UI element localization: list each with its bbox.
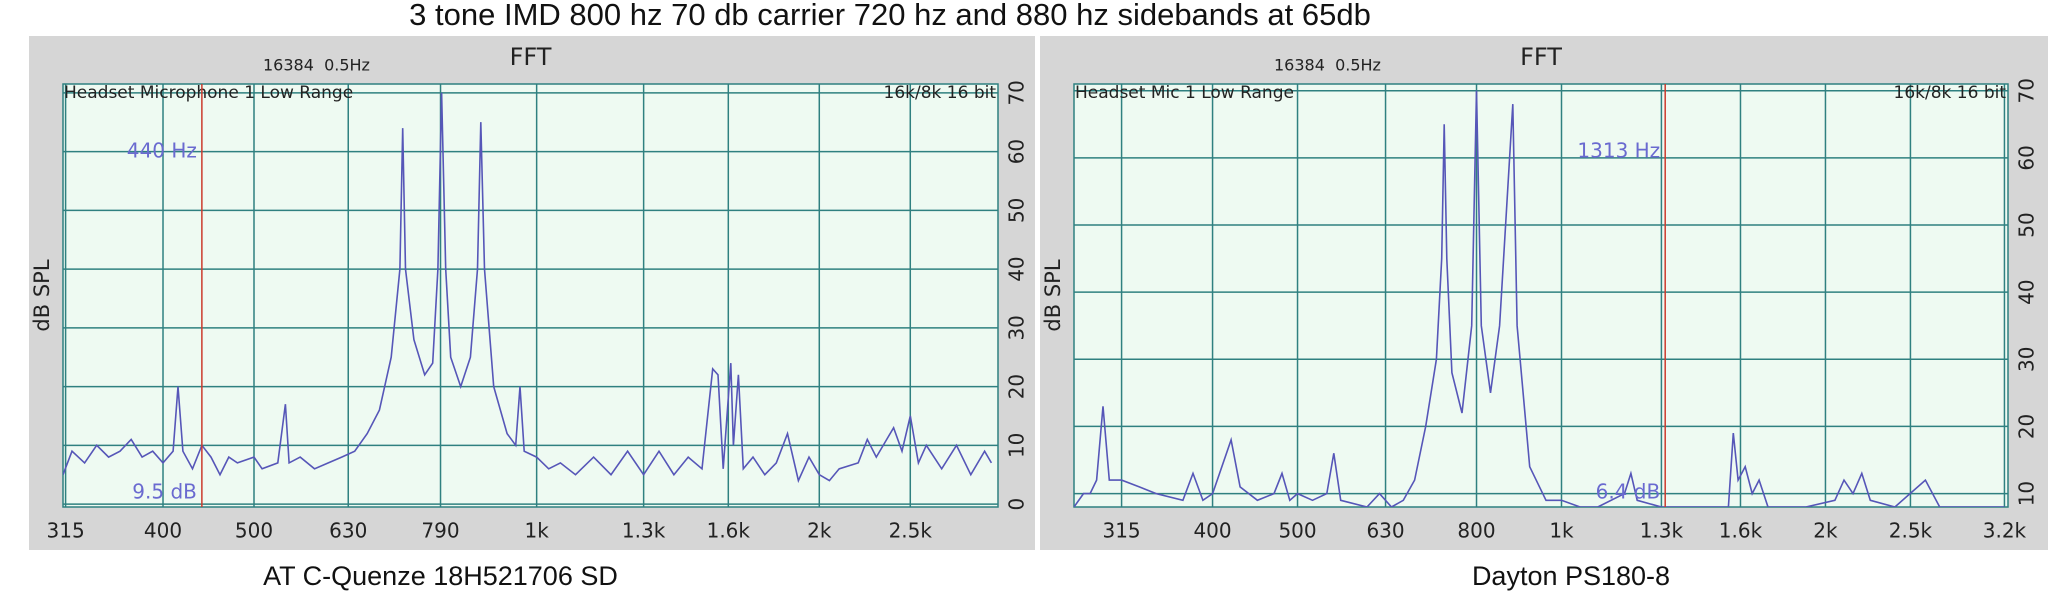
y-tick-label: 40	[2015, 279, 2039, 304]
y-tick-label: 50	[2015, 212, 2039, 237]
chart-title: FFT	[1520, 43, 1562, 71]
x-tick-label: 630	[1366, 519, 1404, 543]
x-tick-label: 1k	[1549, 519, 1574, 543]
y-tick-label: 60	[2015, 145, 2039, 170]
y-tick-label: 0	[1005, 498, 1029, 511]
x-tick-label: 1.3k	[1640, 519, 1684, 543]
x-tick-label: 2k	[1813, 519, 1838, 543]
cursor-readout: 6.4 dB	[1596, 480, 1661, 504]
y-tick-label: 70	[2015, 78, 2039, 103]
x-tick-label: 1k	[524, 519, 549, 543]
header-right: 16k/8k 16 bit	[1894, 83, 2007, 103]
y-tick-label: 20	[2015, 414, 2039, 439]
x-tick-label: 315	[47, 519, 85, 543]
x-tick-label: 800	[1457, 519, 1495, 543]
x-tick-label: 2.5k	[889, 519, 933, 543]
chart-caption: Dayton PS180-8	[1472, 561, 1670, 591]
y-axis-label: dB SPL	[1041, 259, 1065, 331]
x-tick-label: 500	[235, 519, 273, 543]
x-tick-label: 315	[1102, 519, 1140, 543]
x-tick-label: 790	[421, 519, 459, 543]
y-tick-label: 10	[2015, 481, 2039, 506]
x-tick-label: 1.3k	[622, 519, 666, 543]
y-tick-label: 60	[1005, 139, 1029, 164]
x-tick-label: 400	[144, 519, 182, 543]
page-title: 3 tone IMD 800 hz 70 db carrier 720 hz a…	[409, 0, 1371, 32]
y-tick-label: 40	[1005, 256, 1029, 281]
x-tick-label: 2k	[807, 519, 832, 543]
chart-title: FFT	[510, 43, 552, 71]
plot-frame	[1073, 83, 2009, 508]
plot-background	[1074, 84, 2008, 507]
plot-frame	[62, 83, 999, 508]
plot-background	[63, 84, 998, 507]
x-tick-label: 3.2k	[1983, 519, 2027, 543]
y-tick-label: 10	[1005, 433, 1029, 458]
chart-panel: FFT 16384 0.5Hz dB SPL AT C-Quenze 18H52170…	[29, 36, 1035, 591]
x-tick-label: 500	[1278, 519, 1316, 543]
y-tick-label: 30	[2015, 347, 2039, 372]
cursor-readout: 9.5 dB	[132, 480, 197, 504]
x-tick-label: 1.6k	[707, 519, 751, 543]
chart-subtitle: 16384 0.5Hz	[1274, 56, 1381, 75]
cursor-label: 1313 Hz	[1577, 139, 1660, 163]
y-tick-label: 70	[1005, 80, 1029, 105]
header-right: 16k/8k 16 bit	[884, 83, 997, 103]
x-tick-label: 630	[329, 519, 367, 543]
chart-panel: FFT 16384 0.5Hz dB SPL Dayton PS180-8 315 400…	[1040, 36, 2048, 591]
x-tick-label: 1.6k	[1719, 519, 1763, 543]
chart-subtitle: 16384 0.5Hz	[263, 56, 370, 75]
header-left: Headset Microphone 1 Low Range	[64, 83, 353, 103]
header-left: Headset Mic 1 Low Range	[1075, 83, 1294, 103]
x-tick-label: 400	[1193, 519, 1231, 543]
spectrum-line	[63, 92, 993, 484]
y-tick-label: 50	[1005, 198, 1029, 223]
cursor-label: 440 Hz	[127, 139, 197, 163]
spectrum-line	[1074, 90, 2005, 507]
y-tick-label: 30	[1005, 315, 1029, 340]
chart-caption: AT C-Quenze 18H521706 SD	[263, 561, 618, 591]
y-axis-label: dB SPL	[30, 259, 54, 331]
y-tick-label: 20	[1005, 374, 1029, 399]
x-tick-label: 2.5k	[1889, 519, 1933, 543]
